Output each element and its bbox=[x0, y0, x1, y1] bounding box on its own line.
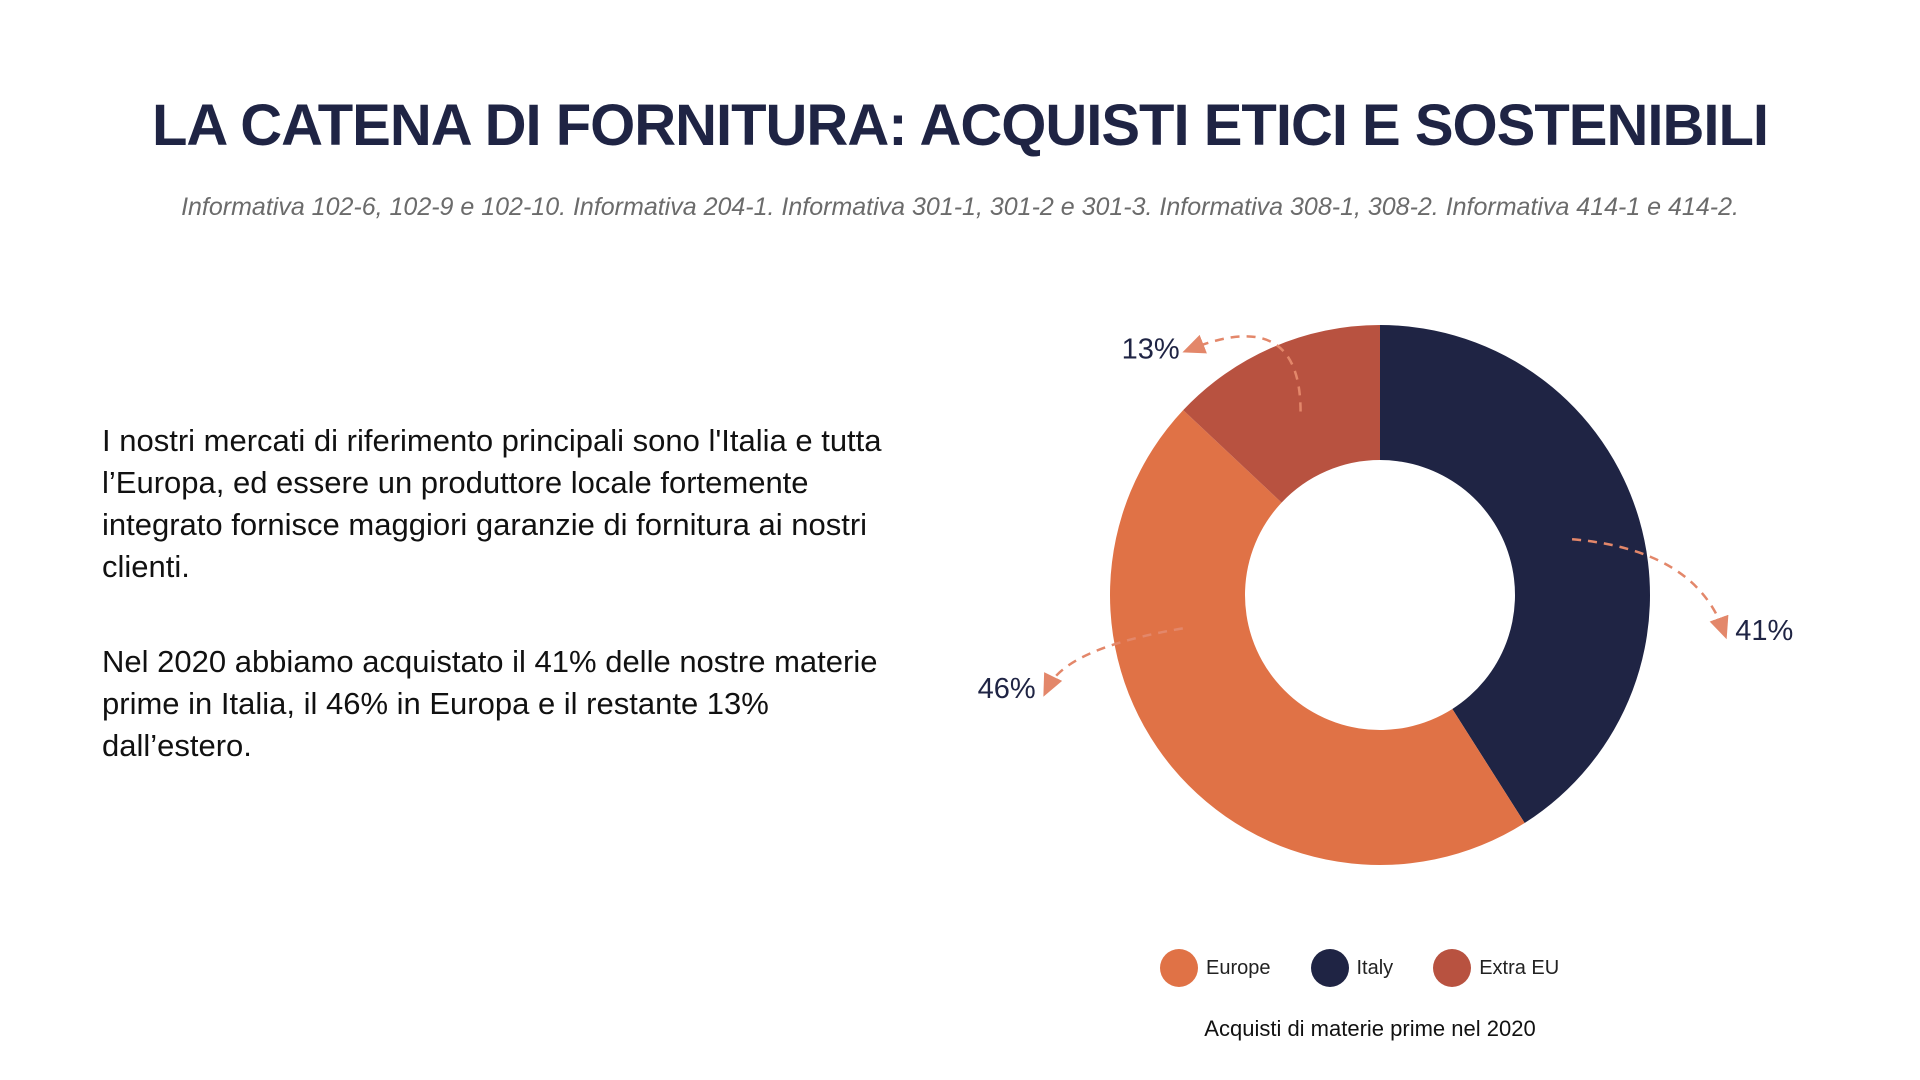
donut-slice-italy bbox=[1380, 325, 1650, 823]
page-subtitle: Informativa 102-6, 102-9 e 102-10. Infor… bbox=[181, 193, 1739, 221]
legend-item-italy: Italy bbox=[1310, 949, 1394, 987]
data-label-italy: 41% bbox=[1735, 615, 1793, 647]
legend-swatch bbox=[1310, 949, 1349, 987]
chart-legend: Europe Italy Extra EU bbox=[1160, 946, 1599, 990]
leader-arrow-italy bbox=[1571, 537, 1729, 640]
legend-item-extra-eu: Extra EU bbox=[1433, 949, 1559, 987]
data-label-extra-eu: 13% bbox=[1122, 334, 1180, 366]
page-title: LA CATENA DI FORNITURA: ACQUISTI ETICI E… bbox=[151, 93, 1769, 158]
data-label-europe: 46% bbox=[978, 673, 1036, 705]
donut-slice-europe bbox=[1110, 410, 1525, 865]
legend-label: Europe bbox=[1206, 956, 1271, 979]
donut-chart: 41% 46% 13% bbox=[978, 325, 1793, 865]
purchases-paragraph: Nel 2020 abbiamo acquistato il 41% delle… bbox=[102, 644, 878, 763]
legend-label: Extra EU bbox=[1479, 956, 1560, 979]
donut-slice-extra-eu bbox=[1183, 325, 1380, 503]
chart-caption: Acquisti di materie prime nel 2020 bbox=[1204, 1016, 1536, 1041]
legend-item-europe: Europe bbox=[1160, 949, 1271, 987]
legend-swatch bbox=[1160, 949, 1198, 987]
leader-arrow-extra-eu bbox=[1182, 334, 1302, 412]
legend-swatch bbox=[1433, 949, 1472, 987]
legend-label: Italy bbox=[1356, 956, 1394, 979]
intro-paragraph: I nostri mercati di riferimento principa… bbox=[102, 423, 882, 584]
